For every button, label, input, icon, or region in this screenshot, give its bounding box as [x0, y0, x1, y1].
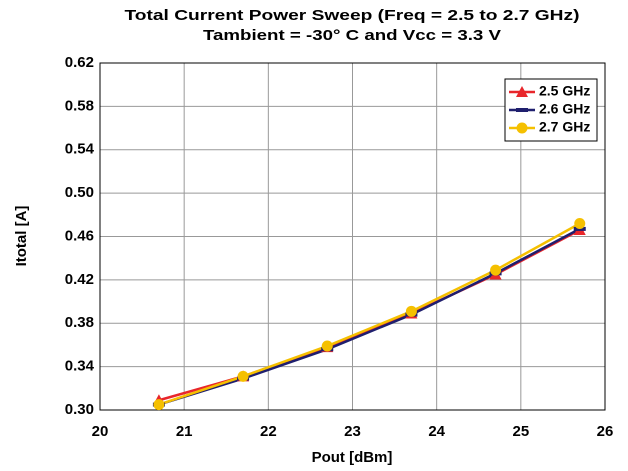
- legend-marker: [516, 108, 528, 112]
- y-tick-label: 0.34: [65, 358, 95, 375]
- marker: [237, 370, 249, 382]
- y-axis-label: Itotal [A]: [13, 206, 30, 267]
- marker: [405, 305, 417, 317]
- y-tick-label: 0.42: [65, 271, 94, 288]
- x-tick-label: 24: [428, 423, 445, 440]
- marker: [490, 264, 502, 276]
- legend-label: 2.7 GHz: [539, 119, 590, 135]
- series-line: [158, 228, 581, 402]
- y-tick-label: 0.62: [65, 54, 94, 71]
- marker: [153, 399, 165, 411]
- legend-label: 2.6 GHz: [539, 101, 590, 117]
- x-tick-label: 23: [344, 423, 361, 440]
- y-tick-label: 0.58: [65, 97, 94, 114]
- marker: [574, 217, 586, 229]
- chart-title: Total Current Power Sweep (Freq = 2.5 to…: [125, 7, 580, 24]
- y-tick-label: 0.30: [65, 401, 94, 418]
- x-tick-label: 25: [512, 423, 529, 440]
- x-axis-label: Pout [dBm]: [312, 449, 393, 466]
- x-tick-label: 21: [176, 423, 193, 440]
- legend-marker: [516, 86, 528, 97]
- legend-marker: [516, 122, 528, 134]
- y-tick-label: 0.46: [65, 227, 94, 244]
- marker: [321, 340, 333, 352]
- x-tick-label: 26: [597, 423, 614, 440]
- y-tick-label: 0.54: [65, 141, 95, 158]
- y-tick-label: 0.50: [65, 184, 94, 201]
- series-line: [158, 222, 581, 406]
- series-line: [158, 227, 581, 406]
- y-tick-label: 0.38: [65, 314, 94, 331]
- x-tick-label: 22: [260, 423, 277, 440]
- plot-frame: [99, 62, 606, 411]
- x-tick-label: 20: [92, 423, 109, 440]
- chart-subtitle: Tambient = -30° C and Vcc = 3.3 V: [203, 27, 501, 44]
- legend-label: 2.5 GHz: [539, 83, 590, 99]
